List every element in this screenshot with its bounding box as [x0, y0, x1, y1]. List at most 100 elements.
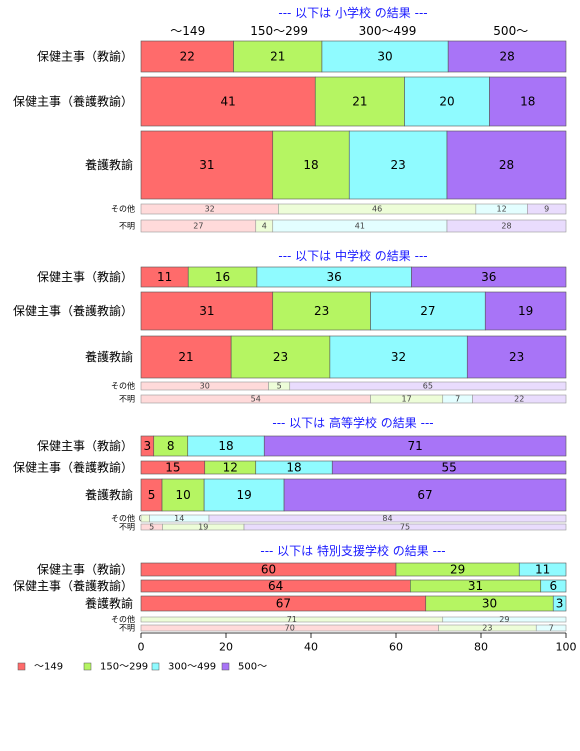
data-label: 71	[287, 615, 297, 624]
bar-row: 保健主事（教諭） 60 29 11	[37, 562, 567, 577]
data-label: 36	[481, 270, 496, 284]
data-label: 27	[420, 304, 435, 318]
bar-row: 不明 5 19 75	[119, 523, 567, 532]
data-label: 67	[417, 488, 432, 502]
data-label: 21	[270, 50, 285, 64]
data-label: 4	[262, 222, 267, 231]
panel-3: --- 以下は 高等学校 の結果 --- 保健主事（教諭） 3 8 18 71 保健主事（養…	[13, 415, 567, 532]
row-label: 保健主事（養護教諭）	[13, 578, 133, 593]
row-label: 保健主事（教諭）	[37, 438, 133, 453]
data-label: 30	[377, 50, 392, 64]
bar-segment	[283, 478, 567, 512]
data-label: 3	[556, 597, 564, 611]
bar-segment	[140, 291, 274, 331]
bar-segment	[314, 76, 405, 127]
row-label: 不明	[119, 395, 135, 404]
bar-segment	[289, 381, 567, 391]
row-label: 保健主事（教諭）	[37, 269, 133, 284]
data-label: 28	[499, 158, 514, 172]
bar-segment	[161, 478, 205, 512]
column-header: ～149	[170, 24, 205, 38]
legend-label: ～149	[34, 662, 63, 673]
row-label: 保健主事（養護教諭）	[13, 303, 133, 318]
x-tick-label: 20	[219, 641, 233, 654]
data-label: 64	[268, 579, 283, 593]
data-label: 19	[518, 304, 533, 318]
bar-segment	[329, 335, 468, 379]
legend-swatch	[83, 662, 92, 671]
x-tick-label: 0	[138, 641, 145, 654]
panel-title: --- 以下は 高等学校 の結果 ---	[272, 415, 433, 430]
legend-swatch	[151, 662, 160, 671]
row-label: その他	[111, 614, 135, 624]
data-label: 46	[372, 205, 382, 214]
bar-segment	[447, 40, 567, 73]
panel-title: --- 以下は 特別支援学校 の結果 ---	[260, 543, 445, 558]
data-label: 7	[455, 395, 460, 404]
data-label: 30	[200, 382, 210, 391]
row-label: その他	[111, 204, 135, 214]
data-label: 18	[286, 461, 301, 475]
row-label: 養護教諭	[85, 596, 133, 611]
data-label: 22	[514, 395, 524, 404]
data-label: 16	[215, 270, 230, 284]
bar-segment	[446, 219, 567, 233]
data-label: 12	[223, 461, 238, 475]
legend-label: 500～	[238, 662, 267, 673]
bar-row: 養護教諭 31 18 23 28	[85, 130, 567, 200]
data-label: 29	[499, 615, 509, 624]
legend-label: 300～499	[168, 662, 216, 673]
data-label: 10	[175, 488, 190, 502]
bar-row: 保健主事（養護教諭） 31 23 27 19	[13, 291, 567, 331]
column-header: 300～499	[359, 24, 417, 38]
row-label: その他	[111, 381, 135, 391]
data-label: 19	[198, 523, 208, 532]
bar-segment	[243, 523, 567, 531]
bar-segment	[446, 130, 567, 200]
data-label: 17	[402, 395, 412, 404]
row-label: 養護教諭	[85, 157, 133, 172]
row-label: 保健主事（養護教諭）	[13, 94, 133, 109]
bar-row: 保健主事（養護教諭） 15 12 18 55	[13, 460, 567, 475]
bar-segment	[203, 478, 285, 512]
bar-row: 養護教諭 21 23 32 23	[85, 335, 567, 379]
x-tick-label: 40	[304, 641, 318, 654]
bar-segment	[233, 40, 323, 73]
data-label: 9	[544, 205, 549, 214]
data-label: 14	[174, 514, 184, 523]
bar-segment	[540, 579, 567, 593]
bar-row: その他01484	[111, 513, 567, 523]
row-label: 不明	[119, 624, 135, 633]
bar-segment	[518, 562, 567, 577]
x-tick-label: 80	[474, 641, 488, 654]
data-label: 31	[199, 158, 214, 172]
data-label: 36	[327, 270, 342, 284]
bar-segment	[404, 76, 490, 127]
data-label: 84	[382, 514, 392, 523]
bar-segment	[263, 435, 567, 457]
data-label: 23	[482, 624, 492, 633]
data-label: 29	[450, 563, 465, 577]
legend: ～149 150～299 300～499 500～	[17, 662, 267, 673]
bar-segment	[140, 40, 234, 73]
bar-row: 保健主事（教諭） 11 16 36 36	[37, 266, 567, 288]
data-label: 28	[501, 222, 511, 231]
row-label: 保健主事（教諭）	[37, 49, 133, 64]
data-label: 18	[303, 158, 318, 172]
column-header: 150～299	[250, 24, 308, 38]
bar-segment	[140, 76, 316, 127]
legend-swatch	[221, 662, 230, 671]
bar-row: 保健主事（教諭） 3 8 18 71	[37, 435, 567, 457]
data-label: 11	[535, 563, 550, 577]
bar-segment	[552, 595, 567, 612]
bar-segment	[321, 40, 449, 73]
data-label: 31	[199, 304, 214, 318]
panel-1: --- 以下は 小学校 の結果 --- ～149 150～299 300～499 500…	[13, 5, 567, 233]
bar-row: その他 32 46 12 9	[111, 204, 567, 215]
data-label: 55	[441, 461, 456, 475]
bar-row: 不明 70 23 7	[119, 624, 567, 633]
bar-segment	[272, 291, 371, 331]
data-label: 18	[520, 95, 535, 109]
bar-segment	[472, 394, 567, 404]
